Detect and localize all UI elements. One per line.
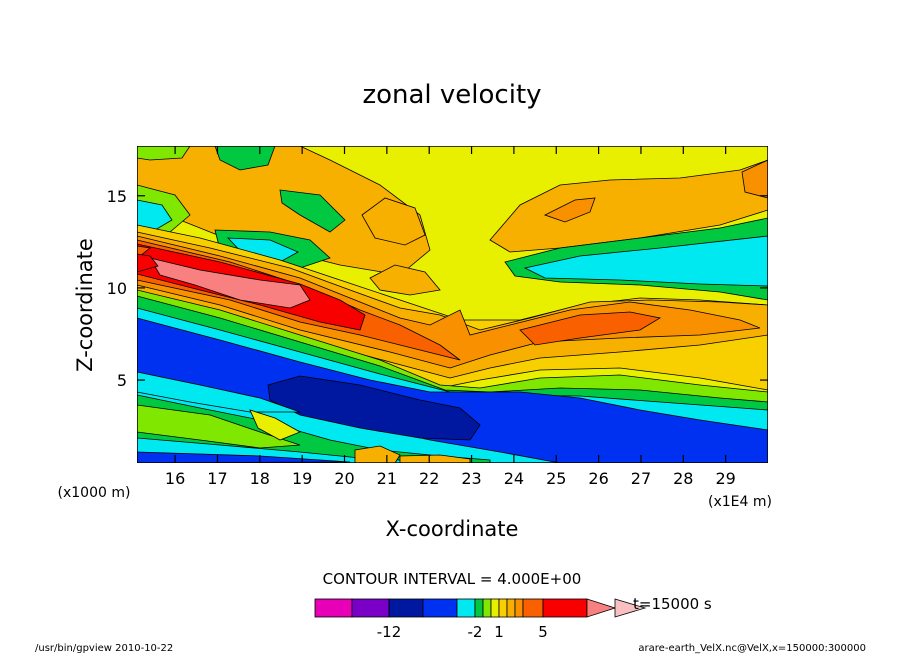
- x-tick-label: 24: [504, 469, 524, 488]
- colorbar-segment: [474, 598, 484, 618]
- field-region: [137, 253, 159, 273]
- y-tick-label: 15: [107, 187, 127, 206]
- field-region: [249, 409, 301, 441]
- x-tick-label: 22: [419, 469, 439, 488]
- field-region: [279, 189, 346, 233]
- y-axis-label: Z-coordinate: [73, 238, 97, 372]
- field-region: [354, 445, 401, 463]
- x-tick-label: 26: [588, 469, 608, 488]
- field-region: [399, 454, 471, 463]
- y-tick-label: 5: [117, 371, 127, 390]
- colorbar-segment: [490, 598, 500, 618]
- field-region: [137, 371, 301, 413]
- colorbar-segment: [498, 598, 508, 618]
- colorbar-segment: [422, 598, 458, 618]
- field-region: [267, 375, 481, 441]
- colorbar: -12 -2 1 5: [314, 598, 647, 641]
- x-tick-label: 25: [546, 469, 566, 488]
- colorbar-segment: [514, 598, 524, 618]
- colorbar-tick-label: 1: [494, 623, 504, 641]
- colorbar-segment: [482, 598, 492, 618]
- y-axis-units: (x1000 m): [58, 485, 131, 501]
- x-tick-label: 27: [631, 469, 651, 488]
- chart-title: zonal velocity: [362, 80, 541, 110]
- field-region: [519, 311, 662, 346]
- time-label: t=15000 s: [633, 595, 712, 613]
- x-tick-label: 16: [165, 469, 185, 488]
- field-region: [361, 197, 426, 246]
- field-region: [137, 404, 301, 449]
- colorbar-segment: [522, 598, 544, 618]
- field-region: [523, 235, 768, 287]
- colorbar-segment: [351, 598, 390, 618]
- colorbar-segment: [542, 598, 588, 618]
- field-region: [369, 264, 441, 296]
- field-region: [137, 199, 173, 231]
- field-region: [137, 451, 351, 463]
- colorbar-segment: [388, 598, 424, 618]
- field-region: [137, 146, 191, 161]
- colorbar-segment: [506, 598, 516, 618]
- x-tick-label: 21: [377, 469, 397, 488]
- colorbar-tick-label: 5: [538, 623, 548, 641]
- x-axis-label: X-coordinate: [386, 517, 519, 541]
- y-tick-label: 10: [107, 279, 127, 298]
- colorbar-arrow-tip: [614, 598, 647, 618]
- colorbar-tick-label: -12: [377, 623, 402, 641]
- x-tick-label: 18: [250, 469, 270, 488]
- colorbar-segment: [456, 598, 476, 618]
- footer-right: arare-earth_VelX.nc@VelX,x=150000:300000: [638, 643, 866, 654]
- x-tick-label: 28: [673, 469, 693, 488]
- x-axis-units: (x1E4 m): [708, 494, 772, 510]
- field-region: [543, 197, 596, 223]
- colorbar-tick-label: -2: [468, 623, 483, 641]
- colorbar-arrow: [586, 598, 617, 618]
- colorbar-segment: [314, 598, 353, 618]
- x-tick-label: 19: [292, 469, 312, 488]
- field-region: [741, 159, 768, 199]
- field-region: [149, 257, 311, 309]
- x-tick-label: 17: [207, 469, 227, 488]
- x-tick-label: 29: [715, 469, 735, 488]
- axis-ticks: 16 17 18 19 20 21 22 23 24 25 26 27 28 29 5 10 15: [107, 146, 768, 488]
- footer-left: /usr/bin/gpview 2010-10-22: [35, 643, 173, 654]
- contour-interval: CONTOUR INTERVAL = 4.000E+00: [323, 570, 582, 588]
- x-tick-label: 20: [334, 469, 354, 488]
- plot-area: [137, 146, 768, 463]
- x-tick-label: 23: [461, 469, 481, 488]
